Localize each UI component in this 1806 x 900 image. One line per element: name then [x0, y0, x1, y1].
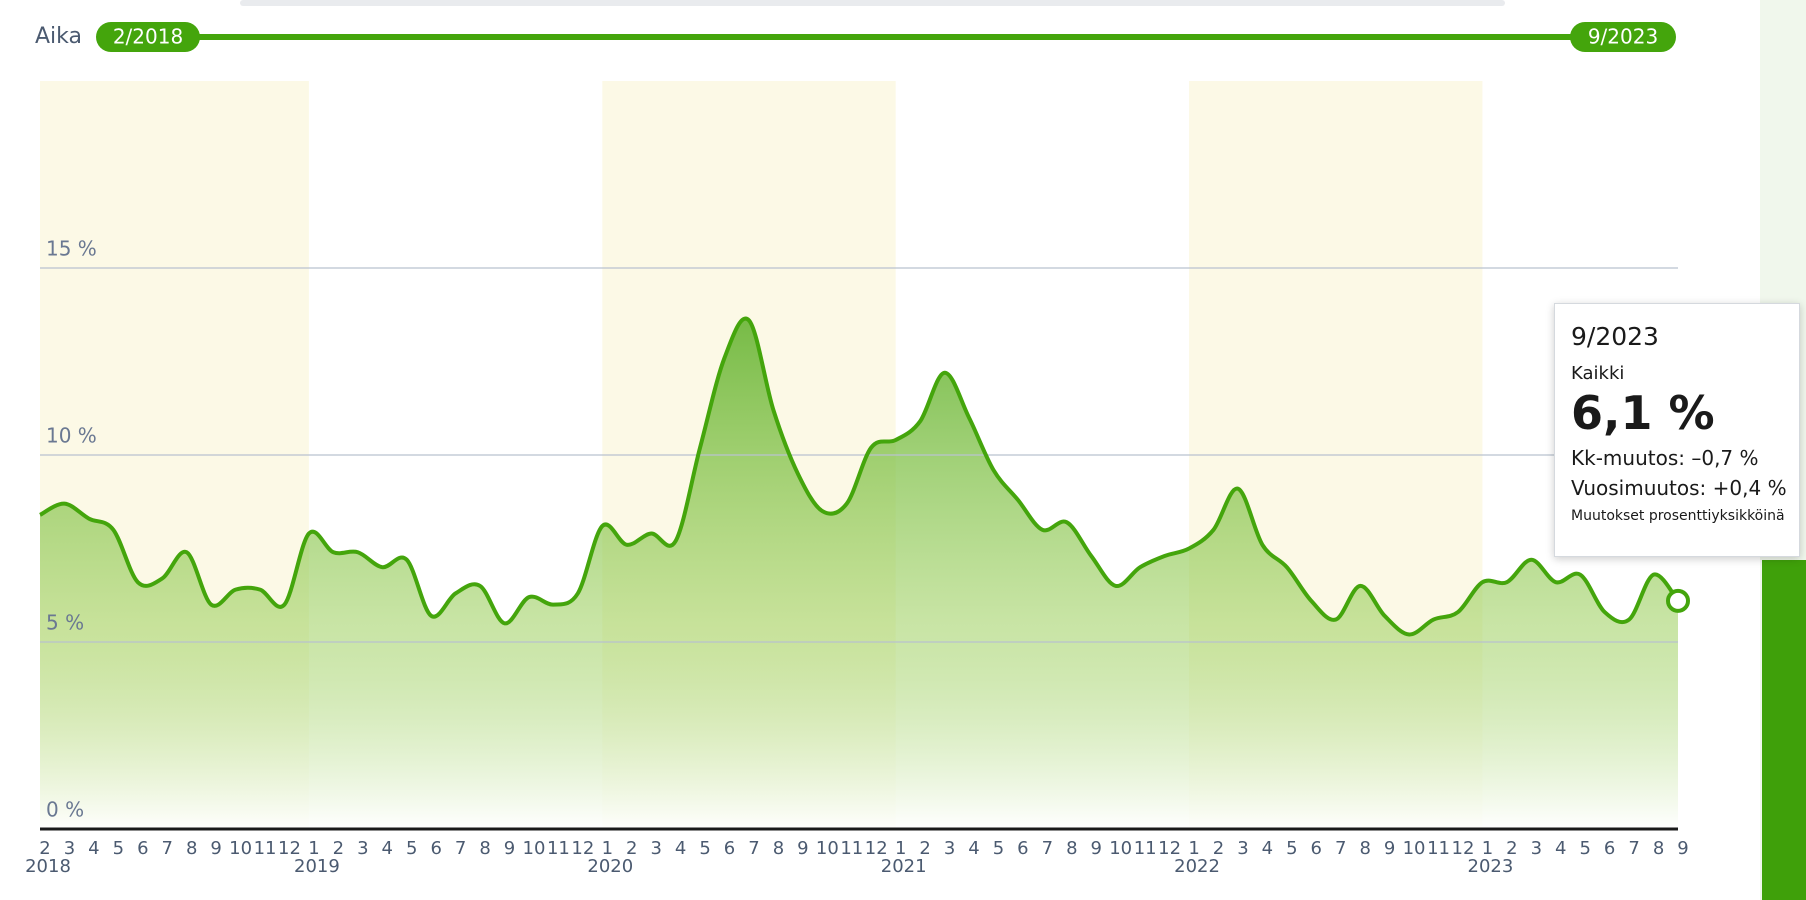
x-tick-label: 7: [1628, 838, 1639, 859]
line: [39, 316, 1680, 637]
x-tick-label: 10: [523, 838, 546, 859]
slider-start[interactable]: 2/2018: [113, 25, 183, 49]
x-tick-label: 5: [1579, 838, 1590, 859]
y-tick-label: 15 %: [46, 237, 97, 261]
x-tick-label: 5: [406, 838, 417, 859]
x-tick-label: 2: [626, 838, 637, 859]
y-tick-label: 0 %: [46, 798, 84, 822]
x-tick-label: 9: [504, 838, 515, 859]
x-tick-label: 1: [1188, 838, 1199, 859]
x-tick-label: 5: [993, 838, 1004, 859]
tooltip-note: Muutokset prosenttiyksikköinä: [1571, 508, 1785, 524]
x-tick-label: 4: [1555, 838, 1566, 859]
x-tick-label: 8: [186, 838, 197, 859]
tooltip-year-change: Vuosimuutos: +0,4 %: [1571, 476, 1787, 500]
x-tick-label: 6: [1017, 838, 1028, 859]
x-tick-label: 12: [571, 838, 594, 859]
x-tick-label: 6: [1311, 838, 1322, 859]
x-tick-label: 8: [1653, 838, 1664, 859]
x-tick-label: 10: [1403, 838, 1426, 859]
year-label: 2020: [587, 856, 633, 877]
area: [40, 318, 1678, 829]
tooltip-title: 9/2023: [1571, 322, 1659, 351]
x-tick-label: 1: [308, 838, 319, 859]
year-label: 2018: [25, 856, 71, 877]
slider-end[interactable]: 9/2023: [1588, 25, 1658, 49]
x-tick-label: 2: [1506, 838, 1517, 859]
tooltip: 9/2023 Kaikki 6,1 % Kk-muutos: –0,7 % Vu…: [1554, 303, 1800, 557]
x-tick-label: 8: [773, 838, 784, 859]
x-tick-label: 5: [699, 838, 710, 859]
x-tick-label: 8: [1359, 838, 1370, 859]
x-tick-label: 6: [724, 838, 735, 859]
x-tick-label: 2: [39, 838, 50, 859]
x-tick-label: 5: [1286, 838, 1297, 859]
x-tick-label: 11: [1427, 838, 1450, 859]
x-tick-label: 2: [919, 838, 930, 859]
year-label: 2023: [1468, 856, 1514, 877]
x-tick-label: 12: [1452, 838, 1475, 859]
x-tick-label: 10: [816, 838, 839, 859]
x-tick-label: 7: [1042, 838, 1053, 859]
slider-handle[interactable]: [96, 22, 200, 52]
x-tick-label: 12: [278, 838, 301, 859]
year-label: 2021: [881, 856, 927, 877]
x-tick-label: 6: [1604, 838, 1615, 859]
x-tick-label: 3: [1237, 838, 1248, 859]
x-tick-label: 2: [1213, 838, 1224, 859]
tooltip-month-change: Kk-muutos: –0,7 %: [1571, 446, 1759, 470]
x-tick-label: 1: [602, 838, 613, 859]
x-tick-label: 10: [229, 838, 252, 859]
x-tick-label: 4: [1262, 838, 1273, 859]
x-tick-label: 12: [1158, 838, 1181, 859]
side-panel-accent: [1762, 560, 1806, 900]
x-tick-label: 11: [547, 838, 570, 859]
x-tick-label: 3: [357, 838, 368, 859]
slider-handle[interactable]: [1570, 22, 1676, 52]
x-tick-label: 7: [455, 838, 466, 859]
tooltip-value: 6,1 %: [1571, 386, 1715, 440]
x-tick-label: 7: [748, 838, 759, 859]
x-tick-label: 11: [254, 838, 277, 859]
x-tick-label: 9: [1384, 838, 1395, 859]
tooltip-series: Kaikki: [1571, 363, 1625, 384]
x-tick-label: 4: [968, 838, 979, 859]
x-tick-label: 2: [333, 838, 344, 859]
x-tick-label: 11: [840, 838, 863, 859]
x-tick-label: 3: [650, 838, 661, 859]
x-tick-label: 9: [1677, 838, 1688, 859]
y-tick-label: 5 %: [46, 611, 84, 635]
x-tick-label: 8: [1066, 838, 1077, 859]
x-tick-label: 6: [137, 838, 148, 859]
x-tick-label: 4: [675, 838, 686, 859]
slider-label: Aika: [35, 24, 82, 49]
x-tick-label: 10: [1109, 838, 1132, 859]
x-tick-label: 9: [210, 838, 221, 859]
y-tick-label: 10 %: [46, 424, 97, 448]
x-tick-label: 3: [1531, 838, 1542, 859]
scrollbar: [240, 0, 1505, 6]
x-tick-label: 7: [1335, 838, 1346, 859]
x-tick-label: 1: [1482, 838, 1493, 859]
x-tick-label: 8: [479, 838, 490, 859]
x-tick-label: 11: [1134, 838, 1157, 859]
x-tick-label: 6: [430, 838, 441, 859]
x-tick-label: 7: [162, 838, 173, 859]
x-tick-label: 3: [64, 838, 75, 859]
x-tick-label: 12: [865, 838, 888, 859]
x-tick-label: 4: [382, 838, 393, 859]
year-label: 2022: [1174, 856, 1220, 877]
x-tick-label: 9: [1091, 838, 1102, 859]
year-label: 2019: [294, 856, 340, 877]
x-tick-label: 1: [895, 838, 906, 859]
x-tick-label: 5: [113, 838, 124, 859]
x-tick-label: 3: [944, 838, 955, 859]
x-tick-label: 4: [88, 838, 99, 859]
end-point: [1666, 588, 1690, 613]
x-tick-label: 9: [797, 838, 808, 859]
